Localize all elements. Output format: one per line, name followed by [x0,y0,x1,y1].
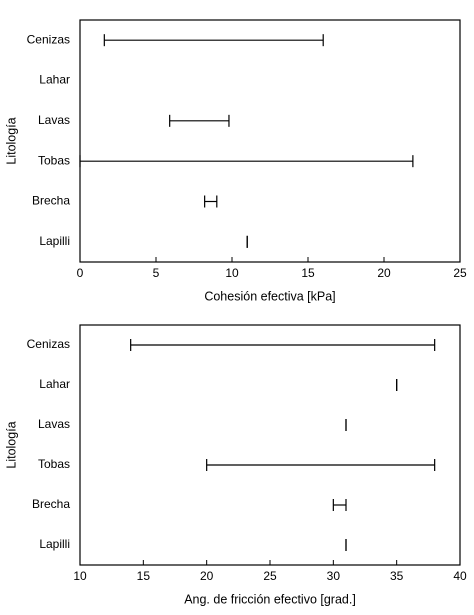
y-tick-label: Tobas [38,153,70,167]
range-bar [204,195,218,208]
x-tick-label: 20 [200,569,214,583]
x-tick-label: 30 [327,569,341,583]
x-tick-label: 15 [301,266,315,280]
x-tick-label: 25 [263,569,277,583]
range-bar [332,499,347,511]
y-tick-label: Lavas [38,417,70,431]
range-bar [169,114,230,127]
y-axis-label: Litología [4,117,18,164]
x-tick-label: 25 [453,266,467,280]
x-tick-label: 35 [390,569,404,583]
y-tick-label: Lahar [39,73,70,87]
plot-frame [79,324,461,566]
x-tick-label: 10 [73,569,87,583]
y-tick-label: Cenizas [27,337,70,351]
x-tick-label: 20 [377,266,391,280]
x-tick-label: 40 [453,569,467,583]
x-tick-label: 10 [225,266,239,280]
range-bar [206,459,436,471]
y-tick-label: Tobas [38,457,70,471]
y-tick-label: Cenizas [27,32,70,46]
range-bar [130,339,436,351]
x-axis-label: Ang. de fricción efectivo [grad.] [184,592,356,606]
y-tick-label: Lavas [38,113,70,127]
y-tick-label: Lapilli [39,234,70,248]
x-tick-label: 15 [137,569,151,583]
range-bar [103,34,324,47]
plot-frame [79,19,461,263]
y-axis-label: Litología [4,421,18,468]
range-bar [79,155,414,168]
y-tick-label: Lapilli [39,537,70,551]
x-tick-label: 5 [153,266,160,280]
x-axis-label: Cohesión efectiva [kPa] [204,289,335,303]
x-tick-label: 0 [77,266,84,280]
y-tick-label: Brecha [32,194,70,208]
y-tick-label: Brecha [32,497,70,511]
y-tick-label: Lahar [39,377,70,391]
